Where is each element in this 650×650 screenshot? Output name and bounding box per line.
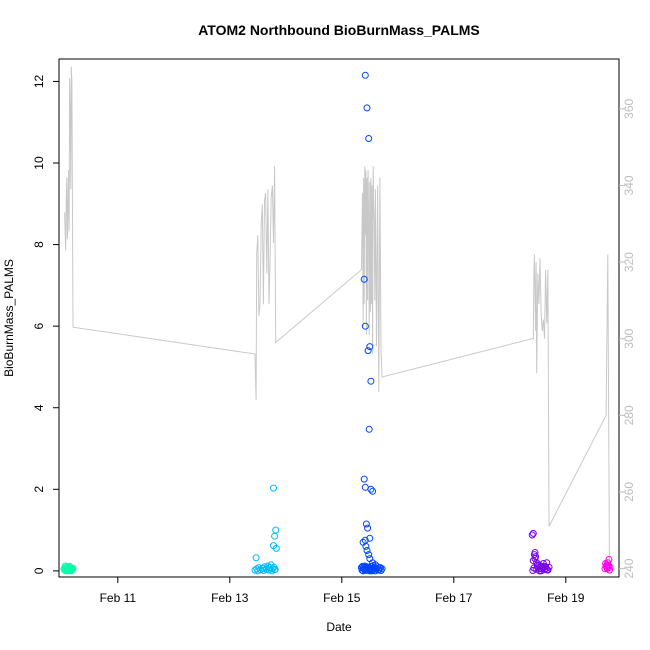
- y-tick-label: 4: [32, 404, 46, 411]
- y2-tick-label: 360: [622, 98, 636, 118]
- scatter-point: [365, 566, 373, 574]
- scatter-point: [365, 135, 373, 142]
- y-tick-label: 6: [32, 323, 46, 330]
- scatter-point: [529, 529, 537, 537]
- chart-title: ATOM2 Northbound BioBurnMass_PALMS: [198, 22, 480, 38]
- scatter-point: [371, 564, 379, 572]
- scatter-point: [362, 542, 370, 550]
- secondary-line-layer: [64, 66, 610, 573]
- y2-tick-label: 300: [622, 328, 636, 348]
- y-tick-label: 12: [32, 74, 46, 88]
- scatter-point: [272, 526, 280, 534]
- points-layer: [60, 71, 614, 575]
- scatter-point: [529, 557, 537, 565]
- scatter-point: [265, 564, 273, 572]
- secondary-series-line: [64, 66, 610, 573]
- scatter-point: [604, 561, 612, 569]
- y2-tick-label: 240: [622, 558, 636, 578]
- scatter-point: [606, 563, 614, 571]
- scatter-point: [271, 532, 279, 540]
- x-tick-label: Feb 17: [435, 591, 473, 605]
- scatter-point: [252, 554, 260, 562]
- scatter-point: [359, 562, 366, 570]
- scatter-point: [366, 534, 374, 542]
- scatter-point: [271, 565, 279, 573]
- scatter-point: [68, 566, 76, 574]
- plot-frame: [58, 58, 620, 578]
- y-axis-label: BioBurnMass_PALMS: [2, 259, 16, 377]
- scatter-point: [360, 275, 368, 283]
- scatter-point: [270, 484, 277, 492]
- x-axis-label: Date: [326, 620, 352, 634]
- x-tick-label: Feb 15: [323, 591, 361, 605]
- scatter-point: [366, 343, 374, 351]
- scatter-point: [361, 322, 369, 330]
- scatter-point: [363, 104, 371, 112]
- scatter-point: [365, 551, 373, 559]
- scatter-point: [363, 547, 371, 554]
- scatter-point: [528, 531, 536, 539]
- axes-layer: Feb 11 Feb 13 Feb 15 Feb 17 Feb 19 0 2 4 6 8 10 12 2…: [32, 74, 636, 605]
- y-tick-label: 0: [32, 567, 46, 574]
- x-tick-label: Feb 13: [211, 591, 249, 605]
- scatter-point: [360, 475, 368, 483]
- scatter-point: [66, 562, 74, 570]
- scatter-point: [369, 487, 377, 495]
- x-tick-label: Feb 11: [100, 591, 137, 605]
- scatter-point: [531, 549, 539, 556]
- y2-tick-label: 280: [622, 405, 636, 425]
- scatter-point: [543, 566, 551, 574]
- y2-tick-label: 260: [622, 482, 636, 502]
- scatter-point: [367, 377, 375, 385]
- scatter-point: [361, 483, 369, 491]
- y-tick-label: 10: [32, 156, 46, 170]
- scatter-point: [364, 347, 372, 355]
- x-tick-label: Feb 19: [547, 591, 585, 605]
- y2-tick-label: 340: [622, 175, 636, 195]
- scatter-point: [362, 520, 370, 528]
- scatter-point: [364, 524, 372, 532]
- y2-tick-label: 320: [622, 252, 636, 272]
- scatter-point: [361, 71, 369, 79]
- scatter-point: [536, 567, 543, 575]
- scatter-point: [533, 561, 541, 569]
- scatter-point: [272, 544, 280, 552]
- y-tick-label: 8: [32, 241, 46, 248]
- y-tick-label: 2: [32, 486, 46, 493]
- scatter-point: [365, 425, 373, 433]
- scatter-point: [69, 564, 77, 572]
